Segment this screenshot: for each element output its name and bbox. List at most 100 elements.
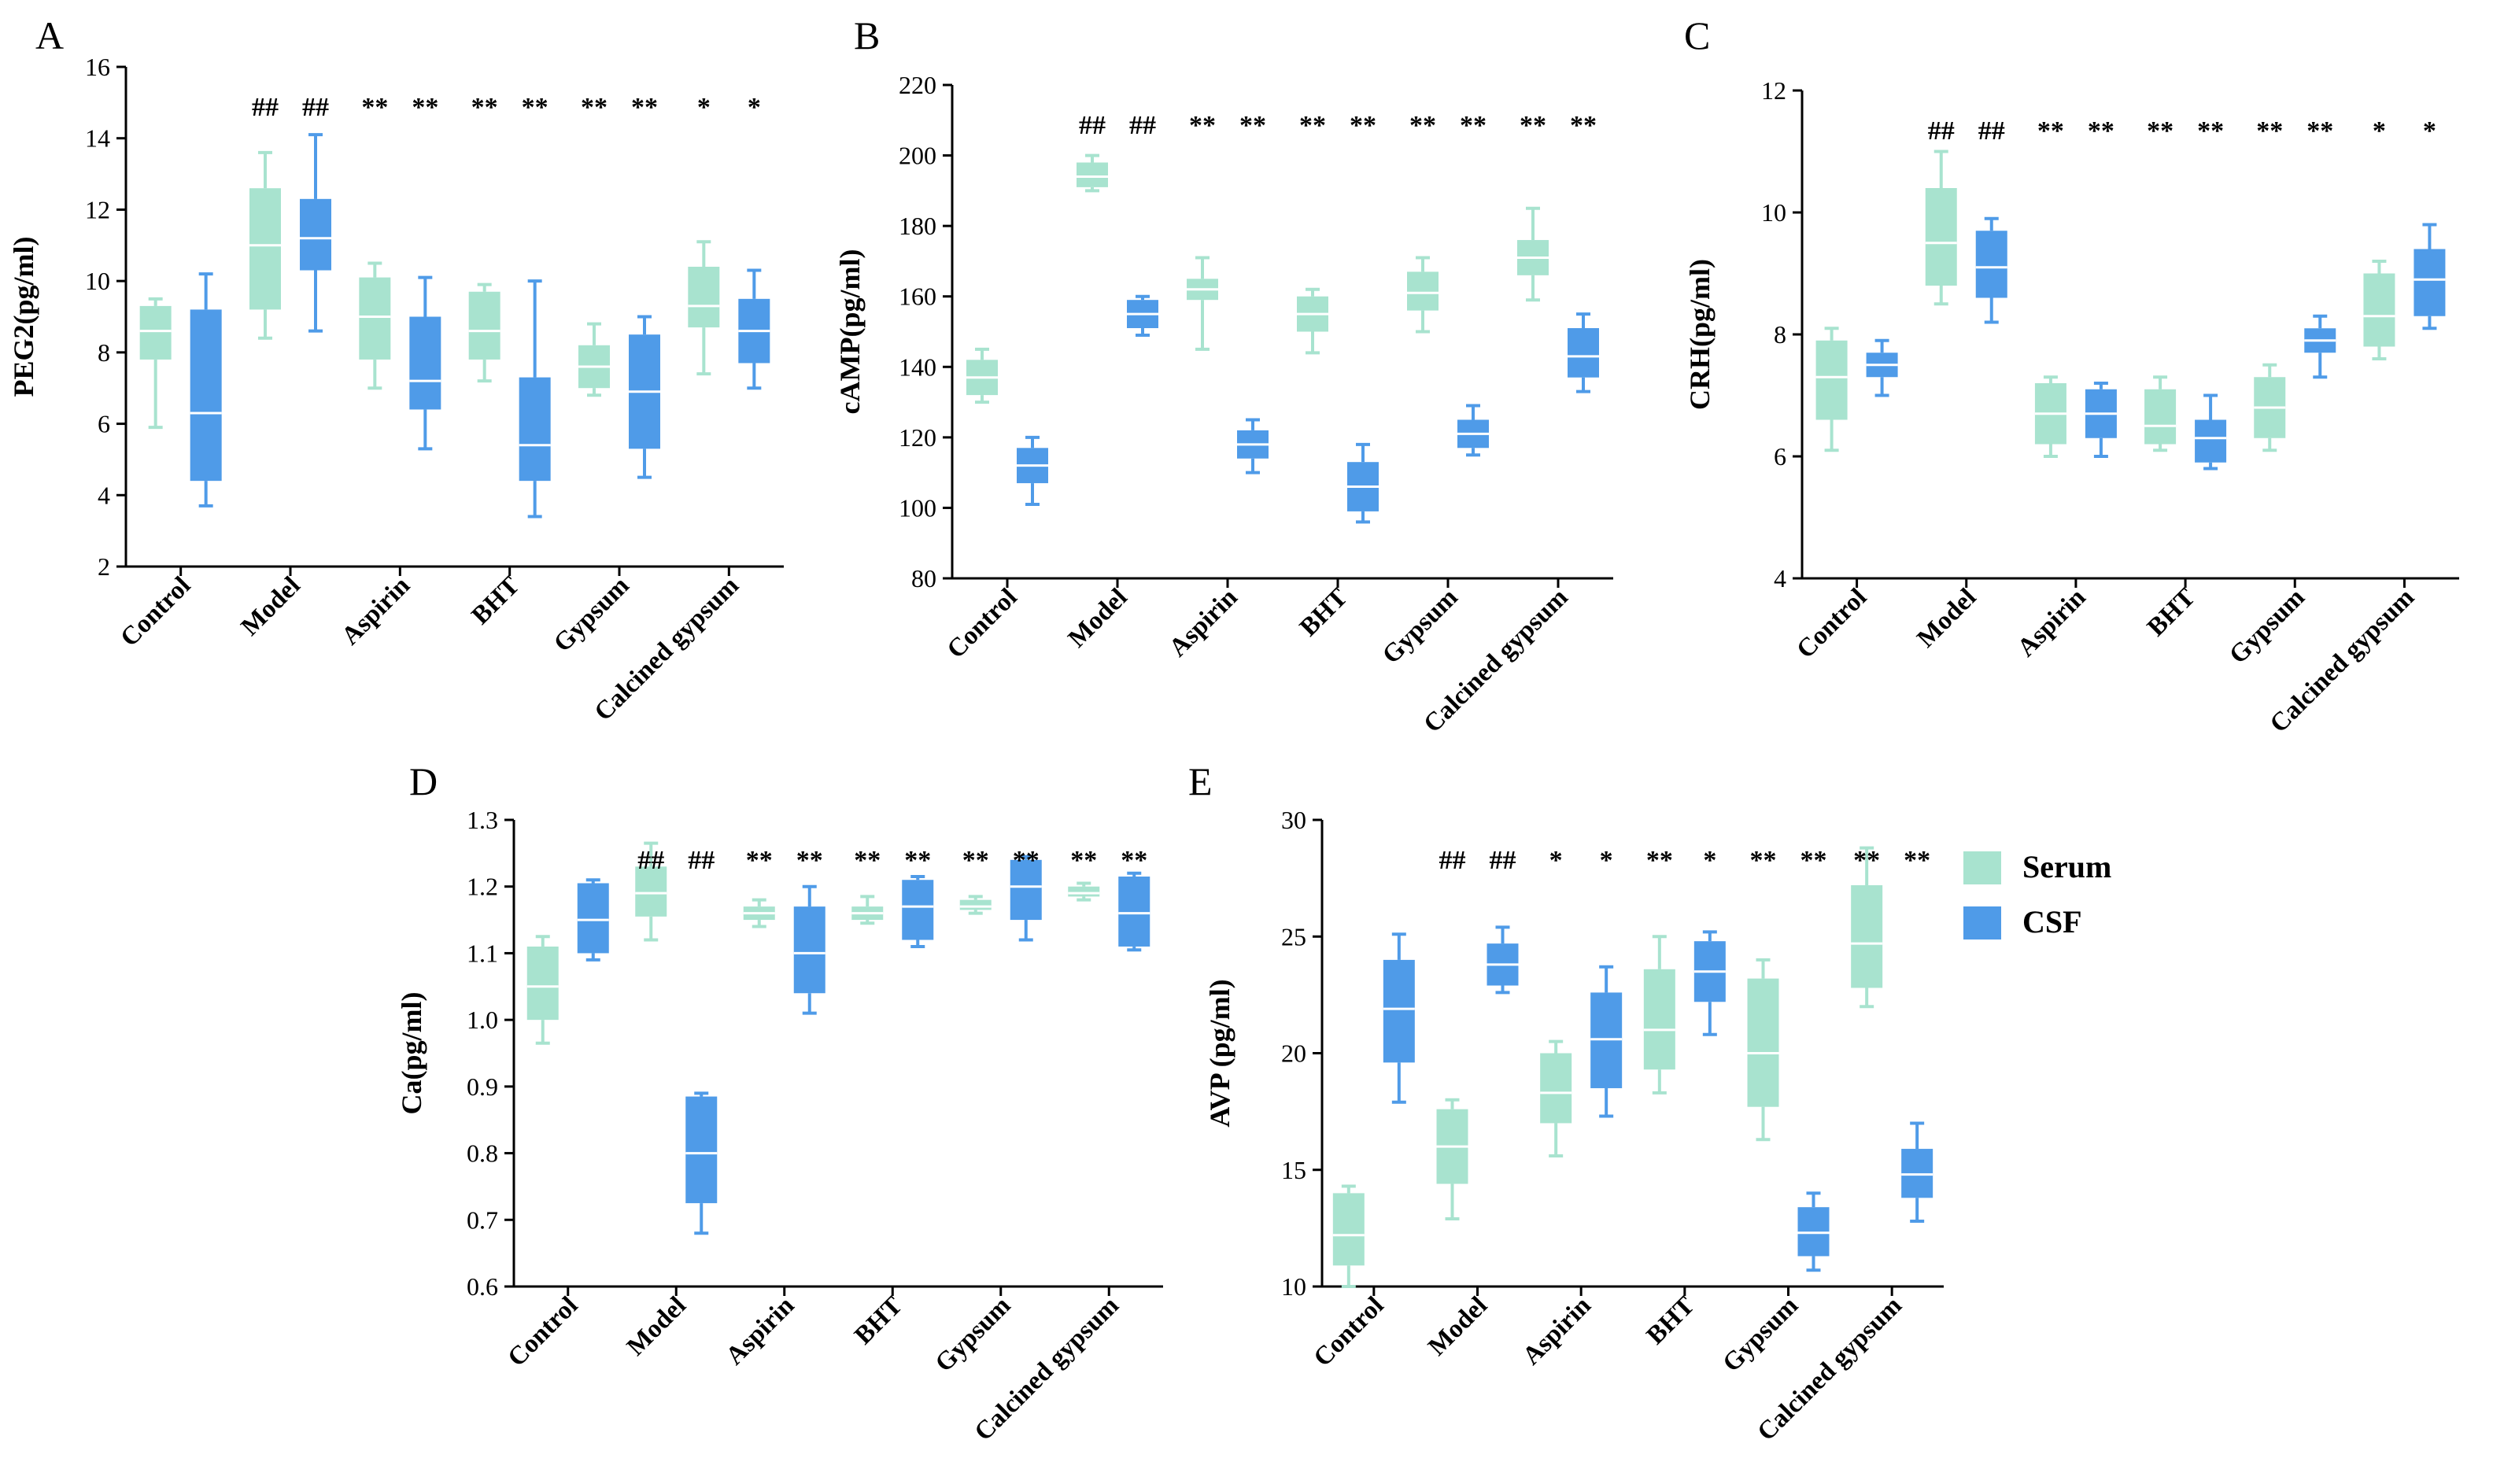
y-tick-label: 4 [1774,564,1786,592]
x-tick-label: BHT [849,1291,908,1350]
x-tick-label: Aspirin [1517,1291,1597,1371]
box-serum-control [966,347,998,404]
panel-label: E [1188,759,1213,803]
x-tick-label: BHT [467,571,526,630]
significance-mark: ## [1079,111,1106,140]
y-tick-label: 200 [899,142,936,170]
x-tick-label: Gypsum [1377,583,1464,670]
x-tick-label: BHT [2142,583,2201,642]
significance-mark: * [1600,846,1613,875]
y-tick-label: 1.1 [467,939,498,967]
box-csf-aspirin [1237,418,1269,474]
box-iqr [2414,249,2446,316]
significance-mark: ** [1013,846,1040,875]
x-tick-label: Aspirin [2012,583,2092,663]
box-iqr [1068,886,1100,897]
box-iqr [1975,231,2007,298]
chart-panel-C: C 4 6 8 10 12 CRH(pg/ml) Control Model Aspirin BHT… [1684,13,2459,738]
y-axis-title: AVP (pg/ml) [1204,979,1235,1127]
box-csf-model [1127,294,1158,337]
y-tick-label: 6 [98,410,110,438]
box-iqr [359,277,391,360]
box-iqr [635,866,667,917]
chart-panel-D: D 0.6 0.7 0.8 0.9 1.0 1.1 1.2 1.3 Ca(pg/ml) Contro… [396,759,1163,1446]
x-tick-label: Model [1063,583,1133,653]
significance-mark: ** [746,846,773,875]
y-tick-label: 15 [1281,1156,1306,1184]
significance-mark: ** [1646,846,1673,875]
box-iqr [688,267,720,328]
x-tick-label: Gypsum [1717,1291,1804,1378]
box-serum-aspirin [1540,1039,1572,1157]
x-tick-label: Model [1911,583,1981,653]
y-tick-label: 0.9 [467,1072,498,1101]
significance-mark: ** [1189,111,1216,140]
y-tick-label: 8 [1774,320,1786,349]
box-csf-control [190,272,222,508]
box-iqr [959,899,992,910]
box-csf-control [1017,435,1048,506]
significance-mark: * [2373,116,2386,146]
box-serum-aspirin [359,261,391,390]
box-iqr [2195,419,2227,463]
box-serum-calcined-gypsum [1517,206,1549,302]
box-serum-control [1815,327,1848,452]
significance-mark: * [697,93,711,122]
significance-mark: ## [1490,846,1516,875]
significance-mark: ## [252,93,279,122]
box-iqr [2363,273,2395,347]
significance-mark: ** [1070,846,1097,875]
box-csf-calcined-gypsum [1118,871,1150,952]
box-serum-control [526,935,559,1045]
box-serum-gypsum [1407,256,1439,334]
y-tick-label: 2 [98,552,110,581]
box-csf-calcined-gypsum [738,268,770,390]
box-serum-aspirin [743,898,775,928]
legend-swatch-serum [1963,851,2001,884]
y-tick-label: 6 [1774,442,1786,471]
box-csf-model [1975,216,2007,324]
y-tick-label: 120 [899,423,936,452]
y-tick-label: 0.8 [467,1139,498,1168]
x-tick-label: BHT [1295,583,1354,642]
significance-mark: ** [1904,846,1930,875]
x-tick-label: Aspirin [1164,583,1243,663]
x-tick-label: Model [1423,1291,1493,1361]
box-serum-control [139,297,172,430]
significance-mark: ** [904,846,931,875]
chart-panel-B: B 80 100 120 140 160 180 200 220 cAMP(pg/ml) Contr… [834,13,1613,738]
box-serum-calcined-gypsum [1068,881,1100,902]
box-csf-bht [1347,442,1379,524]
significance-mark: ## [688,846,715,875]
significance-mark: ** [522,93,548,122]
box-serum-gypsum [2254,363,2286,452]
box-serum-calcined-gypsum [688,240,720,376]
y-tick-label: 10 [1761,198,1786,227]
box-serum-calcined-gypsum [1851,846,1883,1009]
significance-mark: ** [2147,116,2174,146]
box-iqr [1815,340,1848,420]
box-iqr [1747,978,1779,1107]
y-tick-label: 1.2 [467,873,498,901]
significance-mark: * [748,93,761,122]
panel-label: B [854,13,880,57]
box-iqr [1568,328,1599,378]
y-tick-label: 160 [899,282,936,311]
box-iqr [793,906,825,994]
box-csf-aspirin [793,884,825,1015]
y-axis-title: PEG2(pg/ml) [8,237,39,397]
significance-mark: ** [2256,116,2283,146]
y-tick-label: 0.6 [467,1272,498,1301]
y-tick-label: 12 [1761,76,1786,105]
box-serum-control [1332,1184,1365,1288]
box-iqr [1383,959,1415,1063]
x-tick-label: Control [1791,583,1872,664]
y-tick-label: 10 [85,267,110,295]
significance-mark: ** [2197,116,2224,146]
box-iqr [190,309,222,482]
significance-mark: ** [1299,111,1326,140]
significance-mark: ## [1439,846,1466,875]
box-serum-aspirin [1187,256,1218,351]
significance-mark: ** [412,93,438,122]
y-tick-label: 180 [899,212,936,240]
